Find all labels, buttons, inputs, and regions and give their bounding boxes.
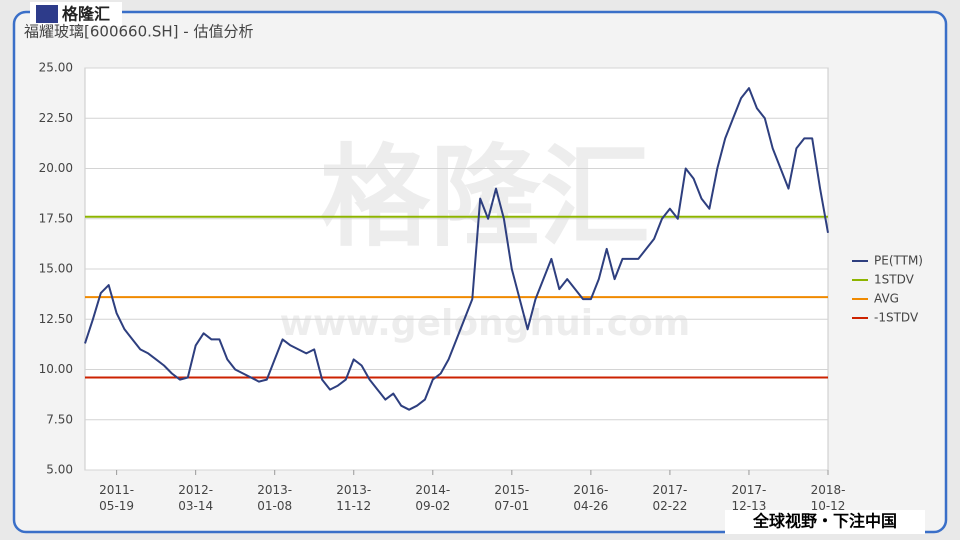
x-tick-label-line: 2018- — [811, 483, 846, 497]
x-tick-label-line: 09-02 — [415, 499, 450, 513]
y-tick-label: 20.00 — [39, 161, 73, 175]
legend-label: AVG — [874, 292, 899, 306]
y-tick-label: 7.50 — [46, 412, 73, 426]
chart-title: 福耀玻璃[600660.SH] - 估值分析 — [24, 23, 253, 41]
x-tick-label-line: 02-22 — [652, 499, 687, 513]
slogan-box — [725, 510, 925, 534]
chart: 5.00 7.50 10.00 12.50 15.00 17.50 20.00 22.50 25… — [39, 61, 923, 513]
logo: 格隆汇 — [62, 5, 110, 24]
x-tick-label: 2017- 12-13 — [732, 483, 767, 513]
y-tick-label: 15.00 — [39, 262, 73, 276]
x-tick-label: 2014- 09-02 — [415, 483, 450, 513]
y-tick-label: 17.50 — [39, 211, 73, 225]
x-tick-label-line: 07-01 — [494, 499, 529, 513]
legend-label: PE(TTM) — [874, 254, 923, 268]
legend-label: 1STDV — [874, 273, 915, 287]
x-tick-label-line: 2016- — [573, 483, 608, 497]
slogan: 全球视野・下注中国 — [752, 512, 897, 531]
x-tick-label-line: 2013- — [257, 483, 292, 497]
x-tick-label: 2013- 01-08 — [257, 483, 292, 513]
logo-icon — [36, 5, 58, 23]
x-tick-label: 2011- 05-19 — [99, 483, 134, 513]
y-tick-label: 22.50 — [39, 111, 73, 125]
y-tick-label: 10.00 — [39, 362, 73, 376]
x-tick-label-line: 10-12 — [811, 499, 846, 513]
x-tick-label: 2017- 02-22 — [652, 483, 687, 513]
x-tick-label: 2016- 04-26 — [573, 483, 608, 513]
watermark: 格隆汇 — [320, 133, 650, 261]
y-tick-label: 5.00 — [46, 463, 73, 477]
y-tick-label: 12.50 — [39, 312, 73, 326]
x-tick-label-line: 03-14 — [178, 499, 213, 513]
x-tick-label-line: 05-19 — [99, 499, 134, 513]
x-tick-label-line: 11-12 — [336, 499, 371, 513]
x-tick-label-line: 2015- — [494, 483, 529, 497]
x-tick-label-line: 2012- — [178, 483, 213, 497]
x-tick-label-line: 2011- — [99, 483, 134, 497]
x-tick-label-line: 12-13 — [732, 499, 767, 513]
x-tick-label: 2013- 11-12 — [336, 483, 371, 513]
x-tick-label-line: 2014- — [415, 483, 450, 497]
legend-label: -1STDV — [874, 311, 919, 325]
x-tick-label-line: 2017- — [652, 483, 687, 497]
x-tick-label-line: 2017- — [732, 483, 767, 497]
watermark-url: www.gelonghui.com — [280, 303, 691, 344]
y-tick-label: 25.00 — [39, 61, 73, 75]
x-tick-label: 2012- 03-14 — [178, 483, 213, 513]
line-series — [84, 87, 829, 411]
x-tick-label: 2018- 10-12 — [811, 483, 846, 513]
x-tick-label-line: 01-08 — [257, 499, 292, 513]
x-tick-label: 2015- 07-01 — [494, 483, 529, 513]
x-tick-label-line: 04-26 — [573, 499, 608, 513]
x-tick-label-line: 2013- — [336, 483, 371, 497]
